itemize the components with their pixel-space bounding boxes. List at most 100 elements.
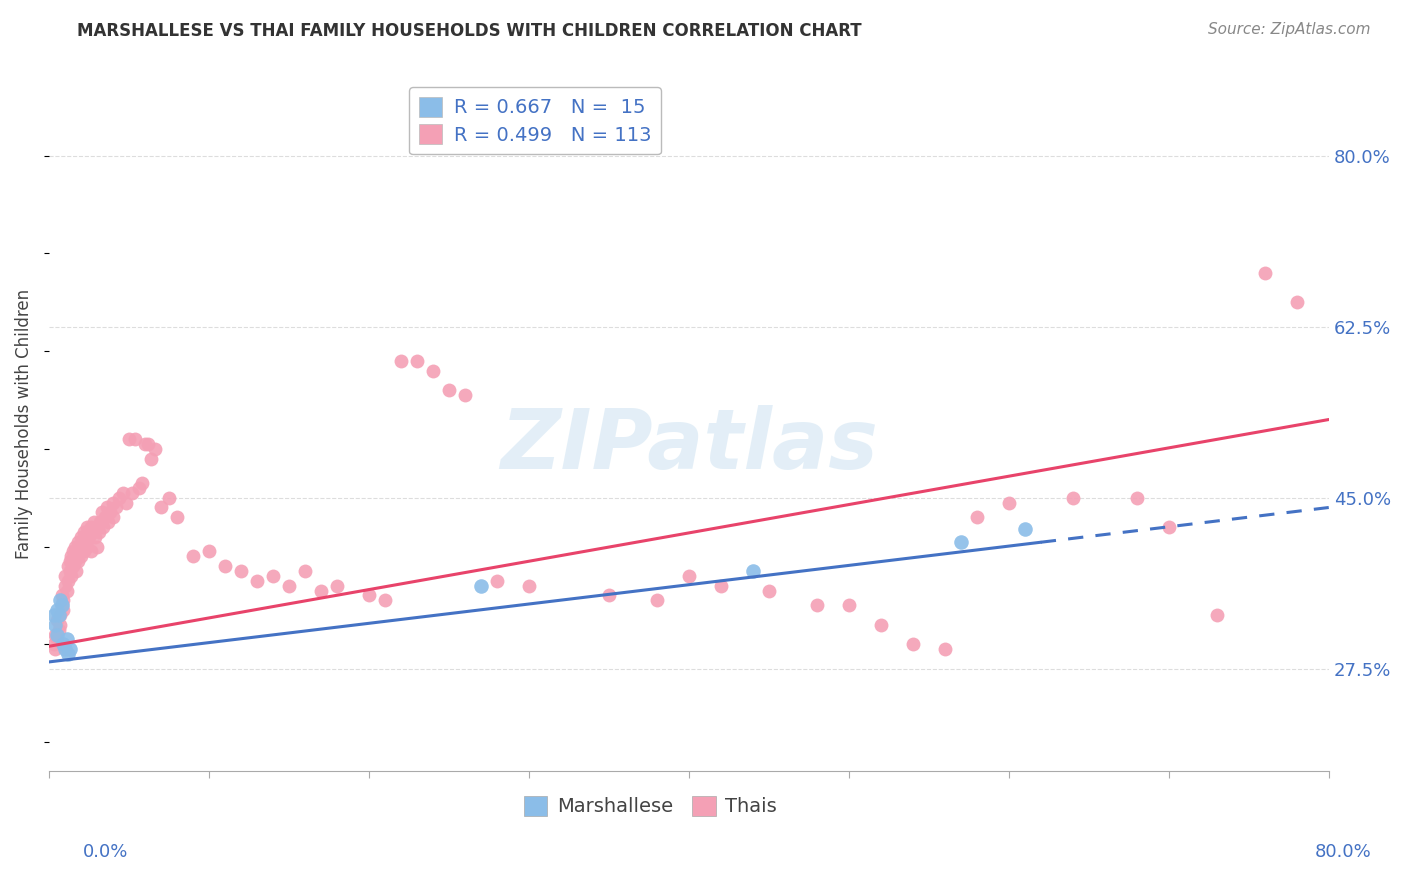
Point bbox=[51, 599, 73, 613]
Point bbox=[66, 534, 89, 549]
Text: 0.0%: 0.0% bbox=[83, 843, 128, 861]
Point bbox=[65, 544, 87, 558]
Point bbox=[79, 520, 101, 534]
Point bbox=[52, 603, 75, 617]
Point bbox=[46, 613, 69, 627]
Point bbox=[517, 579, 540, 593]
Point bbox=[758, 583, 780, 598]
Point bbox=[46, 627, 69, 641]
Point bbox=[70, 530, 93, 544]
Point bbox=[55, 632, 77, 647]
Point bbox=[131, 476, 153, 491]
Point bbox=[70, 549, 93, 564]
Point bbox=[1285, 295, 1308, 310]
Point bbox=[1014, 522, 1036, 536]
Point bbox=[59, 642, 82, 657]
Point bbox=[59, 564, 82, 578]
Point bbox=[51, 589, 73, 603]
Point bbox=[198, 544, 221, 558]
Point bbox=[357, 589, 380, 603]
Point bbox=[134, 437, 156, 451]
Point bbox=[42, 607, 65, 622]
Point bbox=[48, 623, 70, 637]
Point bbox=[62, 544, 84, 558]
Point bbox=[67, 544, 90, 558]
Point bbox=[143, 442, 166, 456]
Point bbox=[59, 554, 82, 568]
Point bbox=[406, 354, 429, 368]
Point bbox=[710, 579, 733, 593]
Point bbox=[76, 540, 98, 554]
Point bbox=[966, 510, 988, 524]
Point bbox=[114, 495, 136, 509]
Point bbox=[98, 505, 121, 519]
Point bbox=[118, 432, 141, 446]
Point bbox=[181, 549, 204, 564]
Point bbox=[52, 637, 75, 651]
Point bbox=[294, 564, 316, 578]
Point bbox=[89, 515, 111, 529]
Point bbox=[73, 544, 96, 558]
Point bbox=[60, 549, 83, 564]
Point bbox=[869, 617, 891, 632]
Point bbox=[678, 569, 700, 583]
Point bbox=[485, 574, 508, 588]
Text: Source: ZipAtlas.com: Source: ZipAtlas.com bbox=[1208, 22, 1371, 37]
Point bbox=[63, 540, 86, 554]
Point bbox=[79, 544, 101, 558]
Point bbox=[374, 593, 396, 607]
Point bbox=[1062, 491, 1084, 505]
Y-axis label: Family Households with Children: Family Households with Children bbox=[15, 289, 32, 559]
Point bbox=[437, 383, 460, 397]
Point bbox=[136, 437, 159, 451]
Text: MARSHALLESE VS THAI FAMILY HOUSEHOLDS WITH CHILDREN CORRELATION CHART: MARSHALLESE VS THAI FAMILY HOUSEHOLDS WI… bbox=[77, 22, 862, 40]
Legend: Marshallese, Thais: Marshallese, Thais bbox=[516, 788, 785, 824]
Point bbox=[66, 554, 89, 568]
Point bbox=[56, 559, 79, 574]
Point bbox=[53, 569, 76, 583]
Point bbox=[49, 607, 72, 622]
Point bbox=[73, 524, 96, 539]
Point bbox=[46, 632, 69, 647]
Point bbox=[1157, 520, 1180, 534]
Point bbox=[56, 647, 79, 661]
Point bbox=[278, 579, 301, 593]
Point bbox=[56, 574, 79, 588]
Point bbox=[75, 534, 97, 549]
Point bbox=[53, 579, 76, 593]
Point bbox=[806, 599, 828, 613]
Text: ZIPatlas: ZIPatlas bbox=[501, 405, 877, 486]
Point bbox=[838, 599, 860, 613]
Point bbox=[90, 505, 112, 519]
Point bbox=[229, 564, 252, 578]
Point bbox=[934, 642, 956, 657]
Point bbox=[141, 451, 163, 466]
Point bbox=[55, 583, 77, 598]
Text: 80.0%: 80.0% bbox=[1315, 843, 1371, 861]
Point bbox=[83, 515, 105, 529]
Point bbox=[124, 432, 146, 446]
Point bbox=[86, 540, 108, 554]
Point bbox=[166, 510, 188, 524]
Point bbox=[149, 500, 172, 515]
Point bbox=[77, 530, 100, 544]
Point bbox=[63, 554, 86, 568]
Point bbox=[326, 579, 349, 593]
Point bbox=[470, 579, 492, 593]
Point bbox=[87, 524, 110, 539]
Point bbox=[48, 607, 70, 622]
Point bbox=[97, 515, 120, 529]
Point bbox=[157, 491, 180, 505]
Point bbox=[1126, 491, 1149, 505]
Point bbox=[84, 530, 107, 544]
Point bbox=[262, 569, 284, 583]
Point bbox=[108, 491, 131, 505]
Point bbox=[1205, 607, 1227, 622]
Point bbox=[598, 589, 620, 603]
Point bbox=[422, 364, 444, 378]
Point bbox=[44, 627, 66, 641]
Point bbox=[246, 574, 269, 588]
Point bbox=[62, 559, 84, 574]
Point bbox=[49, 617, 72, 632]
Point bbox=[72, 540, 94, 554]
